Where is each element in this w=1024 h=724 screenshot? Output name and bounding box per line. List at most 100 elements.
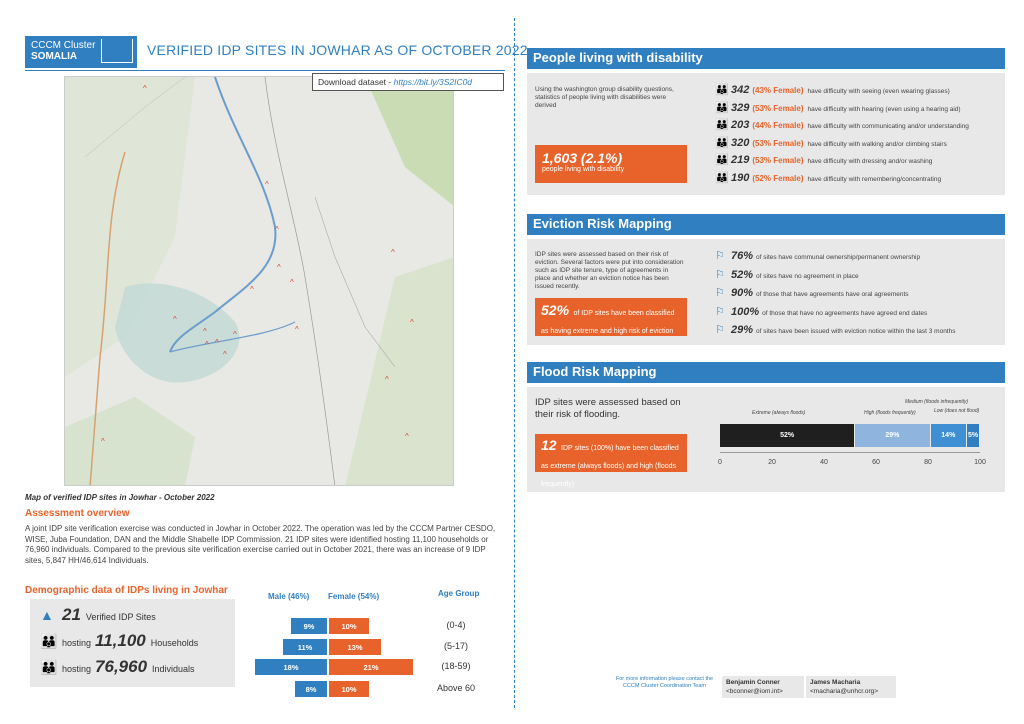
svg-text:^: ^ bbox=[277, 263, 281, 272]
contact-1-email[interactable]: <bconner@iom.int> bbox=[726, 688, 783, 695]
eviction-icon: ⚐ bbox=[715, 305, 725, 318]
age-header: Age Group bbox=[438, 589, 480, 598]
disability-desc: have difficulty with dressing and/or was… bbox=[807, 158, 933, 165]
flood-category-label: High (floods frequently) bbox=[864, 410, 916, 416]
flood-category-label: Low (does not flood) bbox=[934, 408, 980, 414]
flood-segment: 52% bbox=[720, 424, 855, 447]
eviction-note: IDP sites were assessed based on their r… bbox=[535, 251, 684, 290]
svg-text:^: ^ bbox=[173, 315, 177, 324]
map: ^ ^ ^ ^ ^ ^ ^ ^ ^ ^ ^ ^ ^ ^ ^ ^ ^ ^ bbox=[64, 76, 454, 486]
assessment-text: A joint IDP site verification exercise w… bbox=[25, 524, 496, 565]
flood-tick-label: 80 bbox=[924, 459, 932, 466]
cccm-logo: CCCM Cluster SOMALIA bbox=[25, 36, 137, 68]
svg-text:^: ^ bbox=[405, 432, 409, 441]
eviction-desc: of sites have been issued with eviction … bbox=[756, 328, 956, 335]
eviction-row: ⚐ 76% of sites have communal ownership/per… bbox=[715, 249, 920, 262]
disability-count: 342 bbox=[731, 84, 750, 96]
male-bar: 11% bbox=[283, 639, 327, 655]
person-icon: 👪 bbox=[715, 84, 729, 96]
download-link[interactable]: https://bit.ly/3S2IC0d bbox=[393, 77, 473, 87]
disability-desc: have difficulty with communicating and/o… bbox=[807, 123, 969, 130]
family-icon: 👪 bbox=[40, 633, 58, 649]
flood-box: 12 IDP sites (100%) have been classified… bbox=[535, 434, 687, 488]
eviction-icon: ⚐ bbox=[715, 287, 725, 299]
eviction-pct: 90% bbox=[731, 287, 754, 299]
contact-2-email[interactable]: <macharia@unhcr.org> bbox=[810, 688, 879, 695]
male-bar: 18% bbox=[255, 659, 327, 675]
flood-segment: 29% bbox=[855, 424, 930, 447]
female-bar: 10% bbox=[329, 618, 369, 634]
disability-row: 👪 219 (53% Female) have difficulty with dre… bbox=[715, 153, 932, 166]
person-icon: 👪 bbox=[715, 119, 729, 131]
flood-tick-label: 20 bbox=[768, 459, 776, 466]
age-label: (5-17) bbox=[443, 641, 468, 651]
disability-desc: have difficulty with hearing (even using… bbox=[807, 105, 961, 113]
disability-note: Using the washington group disability qu… bbox=[535, 86, 674, 109]
disability-count: 219 bbox=[731, 154, 750, 166]
eviction-desc: of those that have no agreements have ag… bbox=[762, 309, 928, 317]
disability-heading: People living with disability bbox=[527, 48, 1005, 69]
disability-female-pct: (43% Female) bbox=[752, 86, 804, 95]
flood-tick-label: 0 bbox=[718, 459, 722, 466]
download-box[interactable]: Download dataset - https://bit.ly/3S2IC0… bbox=[312, 73, 504, 91]
disability-count: 320 bbox=[731, 136, 750, 149]
disability-row: 👪 342 (43% Female) have difficulty with see… bbox=[715, 83, 950, 96]
disability-count: 190 bbox=[731, 171, 750, 184]
flood-category-label: Medium (floods infrequently) bbox=[905, 399, 969, 405]
svg-text:^: ^ bbox=[205, 340, 209, 349]
female-header: Female (54%) bbox=[328, 592, 380, 601]
disability-female-pct: (53% Female) bbox=[752, 103, 804, 113]
eviction-heading: Eviction Risk Mapping bbox=[527, 214, 1005, 235]
eviction-row: ⚐ 100% of those that have no agreements ha… bbox=[715, 305, 927, 318]
eviction-icon: ⚐ bbox=[715, 268, 725, 281]
svg-text:^: ^ bbox=[385, 375, 389, 384]
eviction-pct: 52% bbox=[731, 268, 754, 281]
flood-heading: Flood Risk Mapping bbox=[527, 362, 1005, 383]
disability-desc: have difficulty with remembering/concent… bbox=[807, 175, 942, 183]
stats-box: ▲ 21 Verified IDP Sites 👪 hosting 11,100… bbox=[30, 599, 235, 687]
svg-text:^: ^ bbox=[275, 225, 279, 234]
flood-segment: 14% bbox=[930, 424, 966, 447]
eviction-row: ⚐ 52% of sites have no agreement in place bbox=[715, 268, 859, 281]
contact-1: Benjamin Conner <bconner@iom.int> bbox=[722, 676, 804, 698]
svg-text:^: ^ bbox=[101, 437, 105, 446]
svg-text:^: ^ bbox=[295, 325, 299, 334]
tent-icon: ▲ bbox=[40, 607, 54, 623]
disability-desc: have difficulty with walking and/or clim… bbox=[807, 140, 947, 148]
disability-female-pct: (53% Female) bbox=[752, 156, 804, 165]
eviction-row: ⚐ 90% of those that have agreements have o… bbox=[715, 286, 909, 299]
flood-segment: 5% bbox=[967, 424, 979, 447]
eviction-pct: 76% bbox=[731, 250, 754, 262]
title-rule bbox=[25, 70, 505, 71]
eviction-desc: of those that have agreements have oral … bbox=[756, 291, 909, 298]
flood-tick-label: 100 bbox=[974, 459, 986, 466]
person-icon: 👪 bbox=[715, 171, 729, 184]
column-divider bbox=[514, 18, 515, 708]
demographics-heading: Demographic data of IDPs living in Jowha… bbox=[25, 585, 228, 596]
svg-text:^: ^ bbox=[223, 350, 227, 359]
eviction-box: 52% of IDP sites have been classified as… bbox=[535, 298, 687, 336]
disability-row: 👪 329 (53% Female) have difficulty with hea… bbox=[715, 101, 961, 114]
eviction-pct: 29% bbox=[731, 324, 754, 336]
male-header: Male (46%) bbox=[268, 592, 310, 601]
age-label: Above 60 bbox=[436, 683, 476, 693]
svg-text:^: ^ bbox=[265, 180, 269, 189]
age-label: (0-4) bbox=[446, 620, 466, 630]
disability-female-pct: (44% Female) bbox=[752, 121, 804, 130]
disability-row: 👪 203 (44% Female) have difficulty with com… bbox=[715, 118, 969, 131]
disability-count: 203 bbox=[731, 119, 750, 131]
stat-sites: ▲ 21 Verified IDP Sites bbox=[40, 605, 156, 624]
disability-row: 👪 190 (52% Female) have difficulty with rem… bbox=[715, 171, 941, 184]
eviction-desc: of sites have no agreement in place bbox=[756, 272, 859, 280]
svg-text:^: ^ bbox=[233, 330, 237, 339]
male-bar: 8% bbox=[295, 681, 327, 697]
svg-text:^: ^ bbox=[143, 84, 147, 93]
disability-total-box: 1,603 (2.1%) people living with disabili… bbox=[535, 145, 687, 183]
building-icon bbox=[101, 39, 133, 63]
flood-axis-line bbox=[720, 452, 980, 453]
flood-tick-label: 40 bbox=[820, 459, 828, 466]
flood-tick-label: 60 bbox=[872, 459, 880, 466]
disability-count: 329 bbox=[731, 101, 750, 114]
disability-desc: have difficulty with seeing (even wearin… bbox=[807, 88, 950, 95]
disability-female-pct: (52% Female) bbox=[752, 173, 804, 183]
